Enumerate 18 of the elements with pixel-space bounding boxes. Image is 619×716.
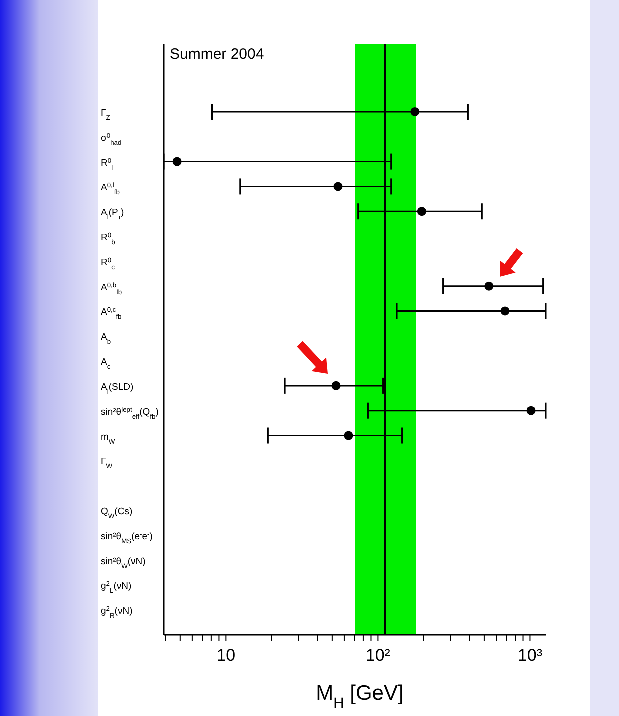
y-tick-label: Γ$_{W}$ bbox=[101, 456, 114, 470]
text: Summer 2004 bbox=[170, 46, 264, 63]
y-tick-label: Γ$_{Z}$ bbox=[101, 108, 110, 122]
y-tick-label: sin²θ$_{W}$(νN) bbox=[101, 556, 146, 570]
x-axis-title: M$_{H}$ [GeV] bbox=[316, 682, 404, 712]
y-tick-label: sin²θ$_{MS}$(e$^{-}$e$^{-}$) bbox=[101, 530, 153, 545]
y-tick-label: sin²θ$^{lept}$$_{eff}$(Q$_{fb}$) bbox=[101, 406, 159, 420]
y-tick-label: Q$_{W}$(Cs) bbox=[101, 506, 133, 520]
y-tick-label: g$^{2}$$_{L}$(νN) bbox=[101, 580, 132, 595]
x-tick-label: 10 bbox=[216, 646, 236, 665]
y-tick-label: A$_{l}$(SLD) bbox=[101, 382, 134, 396]
y-tick-label: A$_{b}$ bbox=[101, 332, 112, 346]
x-tick-label: 10² bbox=[366, 646, 391, 665]
y-tick-label: A$_{l}$(P$_{τ}$) bbox=[101, 208, 124, 222]
x-tick-label: 10³ bbox=[518, 646, 543, 665]
y-tick-label: g$^{2}$$_{R}$(νN) bbox=[101, 606, 133, 620]
y-tick-label: m$_{W}$ bbox=[101, 432, 116, 446]
y-tick-label: A$_{c}$ bbox=[101, 357, 112, 371]
